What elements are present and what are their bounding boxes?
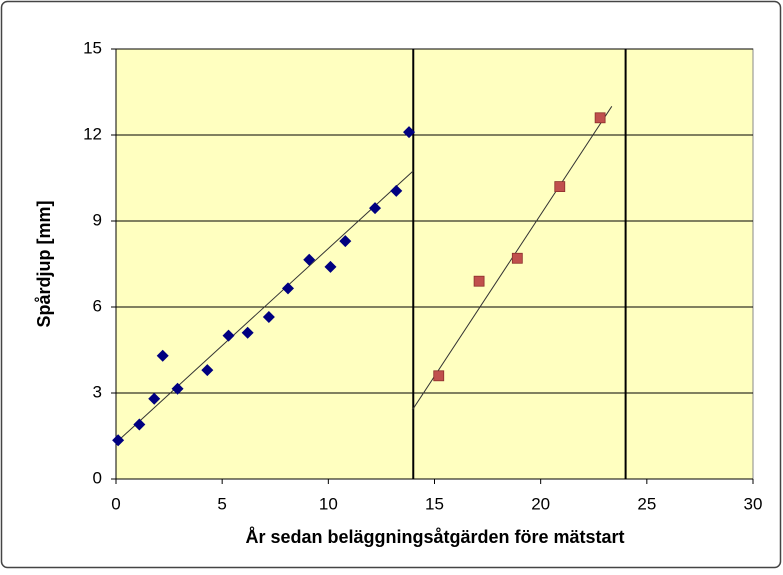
point — [201, 364, 214, 377]
x-tick-label: 20 — [531, 494, 550, 513]
y-tick-label: 6 — [93, 296, 102, 315]
point — [262, 311, 275, 324]
x-tick-label: 5 — [217, 494, 226, 513]
point — [594, 112, 606, 124]
x-tick-label: 25 — [637, 494, 656, 513]
point — [112, 434, 125, 447]
trendline — [116, 170, 414, 443]
y-axis-title: Spårdjup [mm] — [34, 200, 54, 327]
x-tick-label: 10 — [319, 494, 338, 513]
y-tick-label: 15 — [83, 38, 102, 57]
point — [281, 282, 294, 295]
point — [324, 260, 337, 273]
point — [339, 235, 352, 248]
y-tick-label: 3 — [93, 382, 102, 401]
point — [303, 253, 316, 266]
y-tick-label: 12 — [83, 124, 102, 143]
point — [511, 252, 523, 264]
point — [554, 181, 566, 193]
point — [148, 392, 161, 405]
x-tick-label: 15 — [425, 494, 444, 513]
point — [222, 329, 235, 342]
point — [390, 184, 403, 197]
point — [369, 202, 382, 215]
point — [156, 349, 169, 362]
point — [433, 370, 445, 382]
y-tick-label: 0 — [93, 468, 102, 487]
point — [133, 418, 146, 431]
point — [473, 275, 485, 287]
point — [403, 126, 416, 139]
y-tick-label: 9 — [93, 210, 102, 229]
point — [171, 382, 184, 395]
plot-area — [115, 48, 754, 480]
point — [241, 326, 254, 339]
x-tick-label: 0 — [111, 494, 120, 513]
x-axis-title: År sedan beläggningsåtgärden före mätsta… — [245, 527, 624, 547]
x-tick-label: 30 — [744, 494, 763, 513]
